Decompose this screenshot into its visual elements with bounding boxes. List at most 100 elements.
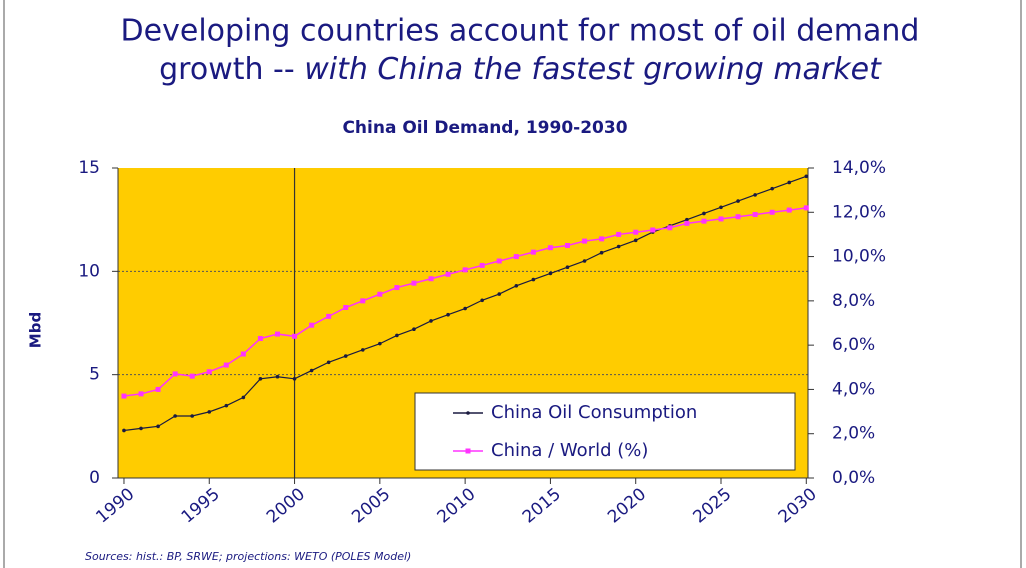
marker xyxy=(667,225,673,231)
y2-tick-label: 2,0% xyxy=(832,424,875,444)
legend-label: China Oil Consumption xyxy=(491,402,697,423)
y2-tick-label: 10,0% xyxy=(832,247,886,267)
marker xyxy=(513,254,519,260)
x-tick-label: 1990 xyxy=(92,484,138,527)
marker xyxy=(547,245,553,251)
marker xyxy=(564,243,570,248)
marker xyxy=(718,216,724,222)
marker xyxy=(190,414,195,418)
marker xyxy=(292,333,298,339)
marker xyxy=(769,209,775,215)
marker xyxy=(736,199,740,203)
marker xyxy=(206,369,212,375)
marker xyxy=(412,327,416,332)
marker xyxy=(122,428,126,433)
marker xyxy=(428,276,434,282)
x-tick-label: 2030 xyxy=(775,484,821,527)
marker xyxy=(326,313,332,319)
marker xyxy=(395,333,399,338)
marker xyxy=(496,258,502,264)
marker xyxy=(394,285,400,291)
y2-tick-label: 4,0% xyxy=(832,379,875,399)
marker xyxy=(172,371,178,377)
marker xyxy=(309,322,315,328)
marker xyxy=(121,393,127,399)
marker xyxy=(599,250,604,255)
x-tick-label: 2015 xyxy=(519,484,565,527)
marker xyxy=(702,211,706,216)
y2-tick-label: 8,0% xyxy=(832,291,875,311)
marker xyxy=(292,377,297,381)
marker xyxy=(274,331,280,337)
y-tick-label: 10 xyxy=(78,261,100,281)
marker xyxy=(207,410,212,414)
marker xyxy=(582,259,587,263)
marker xyxy=(616,244,621,249)
source-note: Sources: hist.: BP, SRWE; projections: W… xyxy=(85,550,411,563)
marker xyxy=(326,360,331,365)
marker xyxy=(530,249,536,255)
x-tick-label: 2010 xyxy=(434,484,480,527)
marker xyxy=(446,312,450,317)
marker xyxy=(565,265,570,270)
slide-title: Developing countries account for most of… xyxy=(121,14,920,49)
marker xyxy=(155,386,161,392)
marker xyxy=(309,368,314,373)
y2-tick-label: 0,0% xyxy=(832,468,875,488)
marker xyxy=(770,186,774,191)
marker xyxy=(156,424,160,429)
marker xyxy=(139,426,143,431)
legend-swatch xyxy=(466,411,470,415)
marker xyxy=(257,336,263,341)
marker xyxy=(258,377,263,381)
marker xyxy=(497,292,502,296)
legend xyxy=(414,392,796,471)
title-part: growth -- xyxy=(159,52,304,87)
title-part: with China the fastest growing market xyxy=(304,52,882,87)
marker xyxy=(189,373,195,379)
marker xyxy=(786,207,792,213)
marker xyxy=(599,236,605,242)
marker xyxy=(343,305,349,310)
x-tick-label: 1995 xyxy=(178,484,224,527)
marker xyxy=(240,351,246,357)
x-tick-label: 2025 xyxy=(689,484,735,527)
marker xyxy=(684,220,690,226)
legend-label: China / World (%) xyxy=(491,440,648,461)
marker xyxy=(463,306,467,311)
slide-title: growth -- with China the fastest growing… xyxy=(159,52,882,87)
y-tick-label: 5 xyxy=(89,365,100,385)
legend-swatch xyxy=(465,448,471,454)
y-tick-label: 0 xyxy=(89,468,100,488)
marker xyxy=(650,227,656,233)
marker xyxy=(377,291,383,297)
marker xyxy=(803,205,809,211)
marker xyxy=(411,280,417,286)
chart-title: China Oil Demand, 1990-2030 xyxy=(342,118,627,138)
marker xyxy=(224,403,229,408)
x-tick-label: 2005 xyxy=(348,484,394,527)
marker xyxy=(719,205,723,210)
marker xyxy=(633,229,639,235)
y2-tick-label: 12,0% xyxy=(832,202,886,222)
marker xyxy=(462,267,468,273)
y2-tick-label: 6,0% xyxy=(832,335,875,355)
marker xyxy=(685,217,689,222)
x-tick-label: 2000 xyxy=(263,484,309,527)
marker xyxy=(753,193,757,197)
marker xyxy=(633,238,638,243)
marker xyxy=(787,180,792,185)
marker xyxy=(275,374,280,379)
marker xyxy=(548,271,553,276)
marker xyxy=(429,319,433,323)
marker xyxy=(752,212,758,217)
y2-tick-label: 14,0% xyxy=(832,158,886,178)
x-tick-label: 2020 xyxy=(604,484,650,527)
marker xyxy=(138,391,144,397)
marker xyxy=(378,341,382,346)
y-axis-label: Mbd xyxy=(27,312,45,348)
marker xyxy=(360,298,366,304)
marker xyxy=(701,218,707,224)
marker xyxy=(360,348,365,352)
